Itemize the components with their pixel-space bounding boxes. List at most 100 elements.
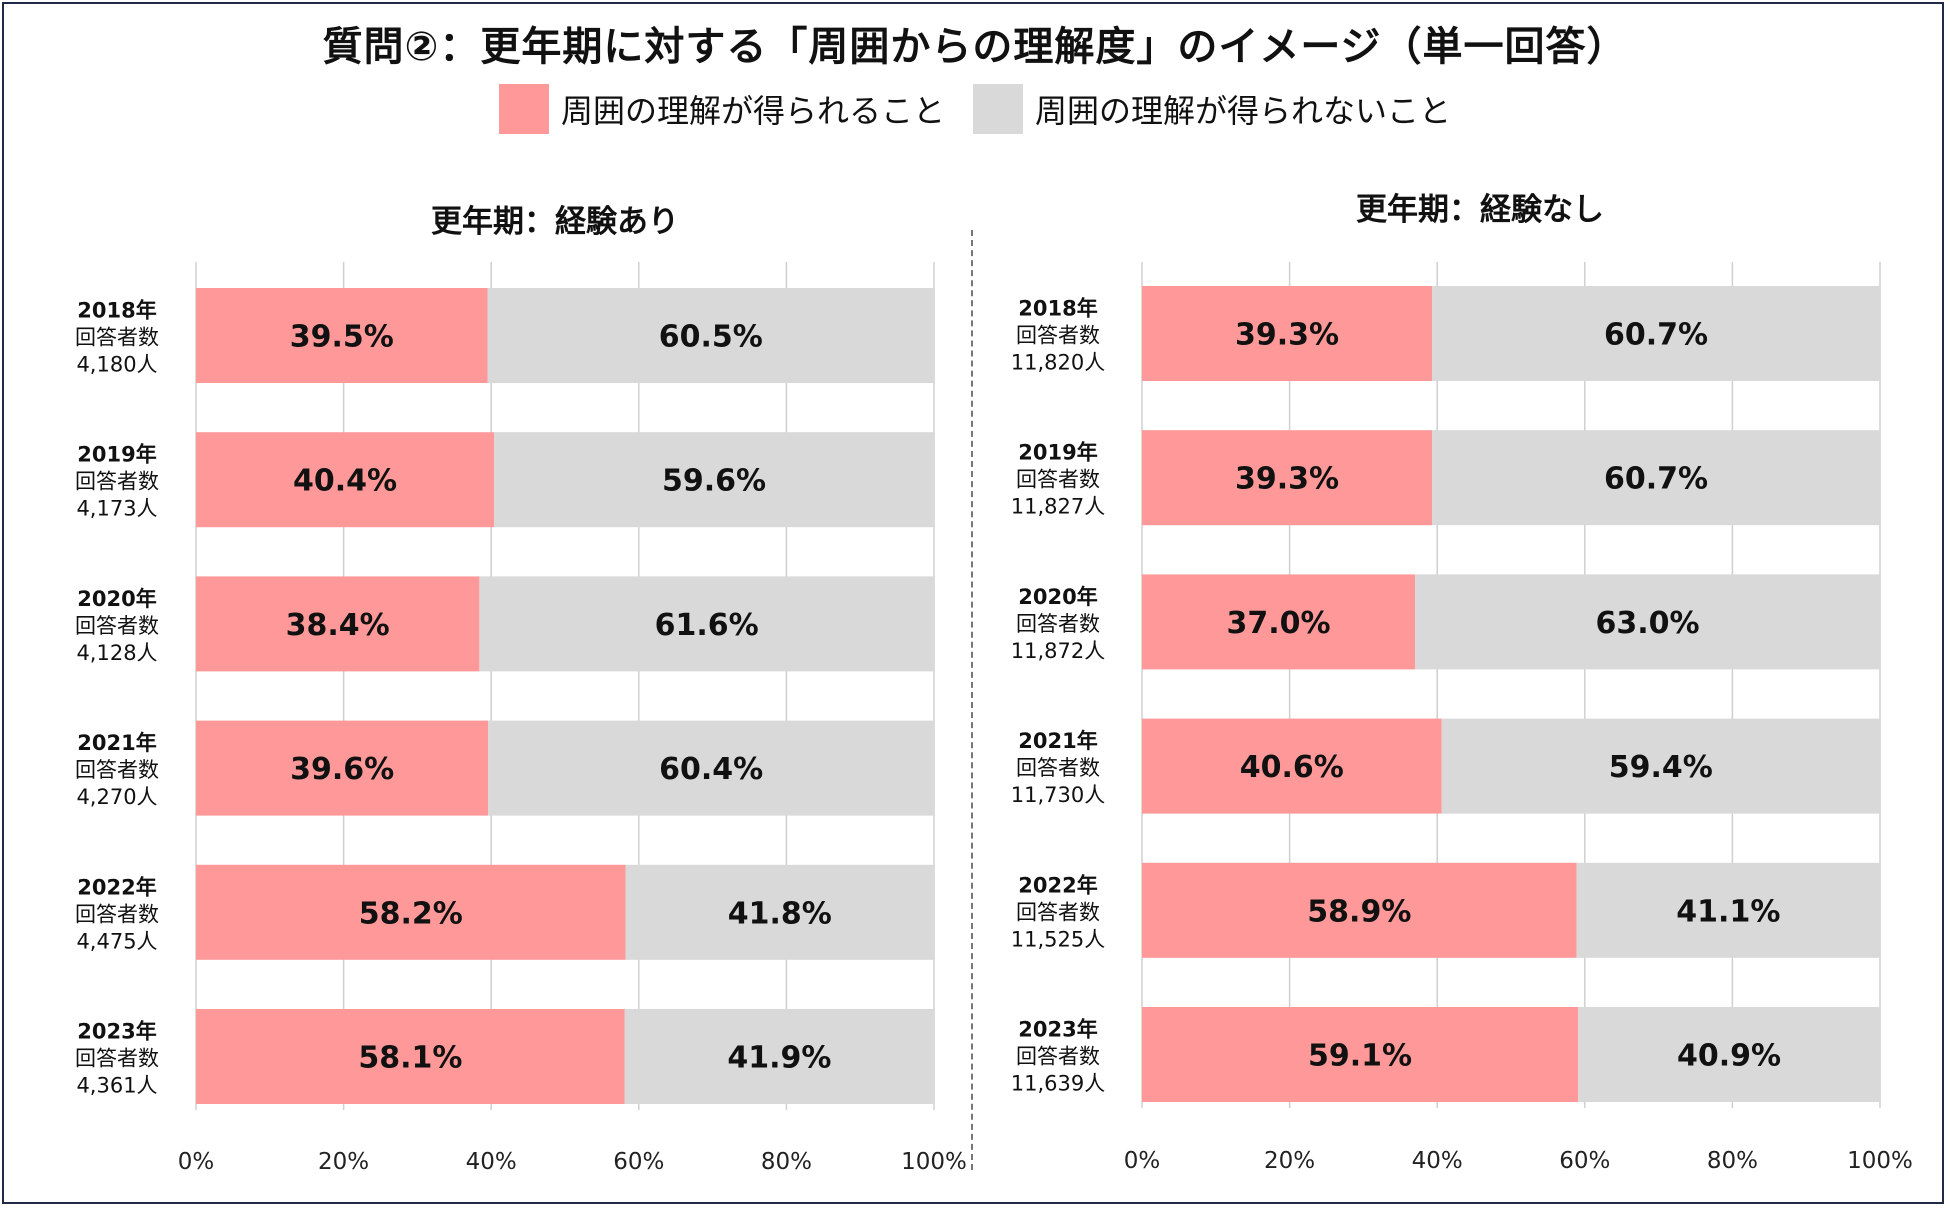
bar-understood [196,1009,625,1104]
data-label: 38.4% [286,608,390,643]
chart-not-experienced: 更年期：経験なし 0% 20% 40% 60% 80% 100% 39.3% 60.7% 2018… [1011,192,1913,1174]
x-tick-label: 80% [1707,1148,1758,1174]
bar-understood [1142,430,1433,526]
panel-divider [971,230,973,1170]
respondent-label: 回答者数 [75,758,159,782]
bar-understood [1142,574,1416,670]
respondent-label: 回答者数 [75,1047,159,1071]
respondent-label: 回答者数 [1016,1045,1100,1069]
bar-understood [1142,718,1442,814]
bar-not-understood [624,1009,934,1104]
year-label: 2021年 [77,731,156,755]
bar-understood [1142,286,1433,381]
respondent-count: 11,820人 [1011,351,1105,375]
bar-not-understood [1432,430,1880,526]
respondent-count: 11,525人 [1011,927,1105,951]
legend-label-not-understood: 周囲の理解が得られないこと [1035,92,1452,130]
bar-not-understood [1576,862,1880,958]
data-label: 37.0% [1226,606,1330,641]
respondent-count: 11,872人 [1011,639,1105,663]
x-tick-label: 40% [1412,1148,1463,1174]
respondent-label: 回答者数 [1016,468,1100,492]
year-label: 2020年 [77,587,156,611]
legend-swatch-understood [498,84,549,134]
data-label: 58.2% [359,896,463,931]
respondent-count: 4,180人 [76,353,157,377]
data-label: 60.5% [659,320,763,355]
respondent-label: 回答者数 [1016,900,1100,924]
x-tick-label: 20% [318,1149,369,1175]
legend-label-understood: 周囲の理解が得られること [560,92,945,130]
data-label: 60.4% [659,752,763,787]
respondent-count: 4,173人 [76,497,157,521]
data-label: 59.1% [1308,1039,1412,1074]
data-label: 40.6% [1240,750,1344,785]
data-label: 41.8% [728,896,832,931]
legend: 周囲の理解が得られること 周囲の理解が得られないこと [0,84,1950,134]
respondent-label: 回答者数 [1016,756,1100,780]
respondent-label: 回答者数 [75,470,159,494]
data-label: 60.7% [1604,318,1708,353]
respondent-label: 回答者数 [75,902,159,926]
year-label: 2019年 [77,443,156,467]
year-label: 2023年 [1018,1018,1097,1042]
legend-swatch-not-understood [973,84,1023,134]
bar-not-understood [479,576,934,672]
year-label: 2020年 [1018,585,1097,609]
respondent-count: 4,270人 [76,785,157,809]
respondent-count: 11,827人 [1011,495,1105,519]
bar-not-understood [1441,718,1880,814]
bar-understood [196,864,626,960]
bar-not-understood [1578,1007,1880,1102]
bar-not-understood [1415,574,1880,670]
x-tick-label: 60% [613,1149,664,1175]
data-label: 58.1% [358,1041,462,1076]
data-label: 39.3% [1235,462,1339,497]
x-tick-label: 100% [901,1149,967,1175]
bar-understood [1142,862,1577,958]
x-tick-label: 0% [178,1149,215,1175]
panel-title: 更年期：経験なし [1356,192,1604,228]
bar-not-understood [488,720,934,816]
bar-understood [196,720,489,816]
respondent-count: 11,730人 [1011,783,1105,807]
chart-experienced: 更年期：経験あり 0% 20% 40% 60% 80% 100% 39.5% 60.5% 2018… [75,204,967,1175]
x-tick-label: 100% [1847,1148,1913,1174]
bar-not-understood [494,432,934,528]
respondent-label: 回答者数 [1016,612,1100,636]
year-label: 2019年 [1018,441,1097,465]
x-tick-label: 40% [466,1149,517,1175]
respondent-label: 回答者数 [75,614,159,638]
respondent-count: 4,475人 [76,929,157,953]
x-tick-label: 0% [1124,1148,1161,1174]
data-label: 41.1% [1676,894,1780,929]
data-label: 39.5% [290,320,394,355]
data-label: 41.9% [727,1041,831,1076]
year-label: 2018年 [77,299,156,323]
x-tick-label: 20% [1264,1148,1315,1174]
x-tick-label: 60% [1559,1148,1610,1174]
panel-title: 更年期：経験あり [431,204,679,240]
data-label: 40.9% [1677,1039,1781,1074]
x-tick-label: 80% [761,1149,812,1175]
year-label: 2023年 [77,1020,156,1044]
data-label: 61.6% [655,608,759,643]
bar-understood [1142,1007,1579,1102]
respondent-count: 11,639人 [1011,1072,1105,1096]
respondent-label: 回答者数 [75,326,159,350]
legend-item-understood: 周囲の理解が得られること [498,84,945,134]
bar-understood [196,432,495,528]
data-label: 63.0% [1595,606,1699,641]
data-label: 60.7% [1604,462,1708,497]
respondent-count: 4,128人 [76,641,157,665]
respondent-label: 回答者数 [1016,324,1100,348]
data-label: 58.9% [1307,894,1411,929]
data-label: 39.6% [290,752,394,787]
bar-understood [196,576,480,672]
chart-title: 質問②：更年期に対する「周囲からの理解度」のイメージ（単一回答） [322,24,1628,70]
year-label: 2022年 [77,875,156,899]
bar-not-understood [1432,286,1880,381]
legend-item-not-understood: 周囲の理解が得られないこと [973,84,1451,134]
data-label: 59.6% [662,464,766,499]
